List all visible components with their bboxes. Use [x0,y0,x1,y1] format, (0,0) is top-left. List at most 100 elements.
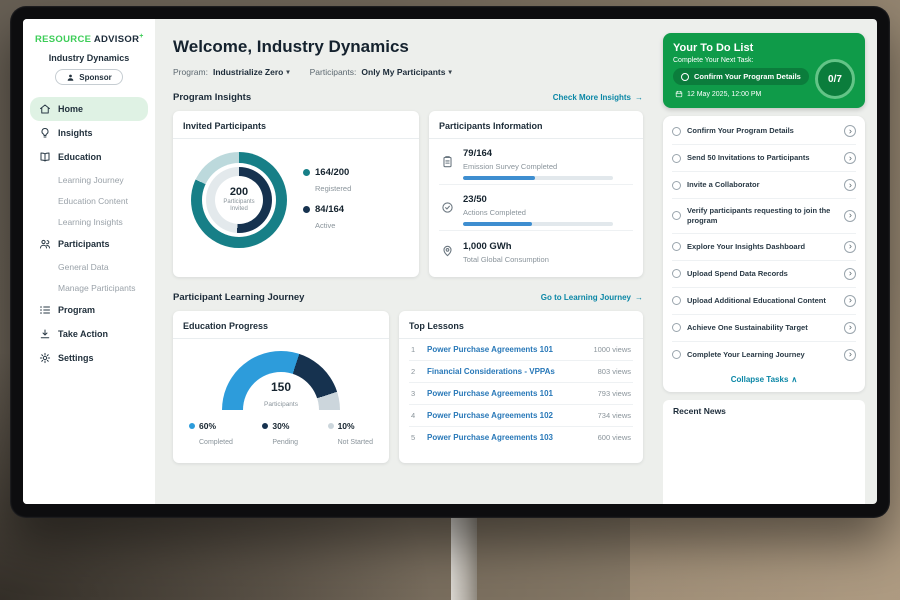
checkbox-circle-icon[interactable] [672,180,681,190]
sidebar-item-take-action[interactable]: Take Action [23,322,155,346]
sidebar-item-education-content[interactable]: Education Content [58,195,128,206]
program-filter-label: Program: [173,67,208,77]
todo-summary-card: Your To Do List Complete Your Next Task:… [663,33,865,108]
lesson-rank: 4 [411,411,416,420]
checkbox-circle-icon[interactable] [672,350,681,359]
task-row-invite-collaborator[interactable]: Invite a Collaborator [672,172,856,199]
sidebar-item-program[interactable]: Program [23,298,155,322]
task-row-explore-insights[interactable]: Explore Your Insights Dashboard [672,234,856,261]
book-icon [39,151,51,163]
legend-value: 84/164 [315,204,345,215]
lesson-row[interactable]: 5 Power Purchase Agreements 103 600 view… [409,427,633,448]
chevron-down-icon: ▾ [286,69,290,76]
task-label: Send 50 Invitations to Participants [687,153,810,163]
task-label: Verify participants requesting to join t… [687,206,831,225]
chevron-right-icon[interactable] [844,179,856,191]
chevron-right-icon[interactable] [844,152,856,164]
participants-filter-dropdown[interactable]: Only My Participants ▾ [361,67,451,77]
due-date-text: 12 May 2025, 12:00 PM [687,90,762,98]
sidebar-item-home[interactable]: Home [30,97,148,122]
legend-dot [303,169,310,176]
sidebar-item-label: Take Action [58,329,109,340]
sidebar-item-settings[interactable]: Settings [23,346,155,370]
checkbox-circle-icon[interactable] [672,153,681,163]
person-icon [66,73,75,82]
task-row-achieve-target[interactable]: Achieve One Sustainability Target [672,315,856,342]
stat-value: 1,000 GWh [463,241,512,252]
sidebar-item-learning-insights[interactable]: Learning Insights [58,216,123,227]
link-label: Go to Learning Journey [540,293,631,302]
lesson-row[interactable]: 1 Power Purchase Agreements 101 1000 vie… [409,339,633,361]
task-label: Upload Additional Educational Content [687,295,826,305]
sidebar-item-learning-journey[interactable]: Learning Journey [58,174,124,185]
legend-value: 60% [199,421,217,431]
lesson-row[interactable]: 2 Financial Considerations - VPPAs 803 v… [409,361,633,383]
lesson-title-link[interactable]: Financial Considerations - VPPAs [427,367,555,376]
task-row-upload-spend-data[interactable]: Upload Spend Data Records [672,261,856,288]
checkbox-circle-icon[interactable] [681,72,689,81]
program-filter-dropdown[interactable]: Industrialize Zero ▾ [213,67,290,77]
task-row-upload-educational-content[interactable]: Upload Additional Educational Content [672,288,856,315]
task-label: Explore Your Insights Dashboard [687,241,806,251]
chevron-right-icon[interactable] [844,294,856,307]
participants-filter-value: Only My Participants [361,67,446,77]
sidebar-item-insights[interactable]: Insights [23,121,155,145]
learning-journey-cards: Education Progress 150 Participants [173,311,643,463]
chevron-right-icon[interactable] [844,125,856,137]
lesson-row[interactable]: 4 Power Purchase Agreements 102 734 view… [409,405,633,427]
arrow-right-icon: → [635,293,643,302]
stat-label: Actions Completed [463,208,526,217]
task-label: Complete Your Learning Journey [687,349,805,359]
task-row-confirm-program[interactable]: Confirm Your Program Details [672,118,856,145]
chevron-right-icon[interactable] [844,209,856,222]
checkbox-circle-icon[interactable] [672,126,681,136]
recent-news-header: Recent News [663,399,865,504]
next-task-label: Confirm Your Program Details [694,72,801,81]
todo-title: Your To Do List [673,42,754,54]
lesson-title-link[interactable]: Power Purchase Agreements 101 [427,345,553,354]
sidebar-item-general-data[interactable]: General Data [58,261,109,272]
task-row-complete-learning-journey[interactable]: Complete Your Learning Journey [672,342,856,368]
monitor-bezel: RESOURCE ADVISOR+ Industry Dynamics Spon… [10,6,890,518]
lesson-row[interactable]: 3 Power Purchase Agreements 101 793 view… [409,383,633,405]
education-gauge: 150 Participants [222,351,340,410]
home-icon [39,103,51,115]
lesson-title-link[interactable]: Power Purchase Agreements 102 [427,411,553,420]
chevron-right-icon[interactable] [844,267,856,280]
checkbox-circle-icon[interactable] [672,323,681,332]
stat-label: Total Global Consumption [463,255,549,264]
task-row-send-invitations[interactable]: Send 50 Invitations to Participants [672,145,856,172]
legend-value: 10% [337,421,355,431]
lesson-title-link[interactable]: Power Purchase Agreements 101 [427,389,553,398]
task-row-verify-participants[interactable]: Verify participants requesting to join t… [672,199,856,234]
chevron-right-icon[interactable] [844,321,856,334]
task-label: Invite a Collaborator [687,180,760,190]
app-logo: RESOURCE ADVISOR+ [23,31,155,45]
checkbox-circle-icon[interactable] [672,296,681,305]
lesson-title-link[interactable]: Power Purchase Agreements 103 [427,433,553,442]
sidebar-item-label: Insights [58,128,93,139]
donut-center: 200 Participants Invited [215,176,263,224]
chevron-right-icon[interactable] [844,348,856,361]
check-more-insights-link[interactable]: Check More Insights → [553,93,643,102]
next-task-pill[interactable]: Confirm Your Program Details [673,68,809,85]
card-title: Education Progress [173,319,389,339]
go-to-learning-journey-link[interactable]: Go to Learning Journey → [541,293,643,302]
chevron-right-icon[interactable] [844,240,856,253]
sidebar-item-label: Program [58,305,96,316]
collapse-tasks-link[interactable]: Collapse Tasks ∧ [672,368,856,389]
checkbox-circle-icon[interactable] [672,269,681,278]
role-badge: Sponsor [55,69,123,86]
checkbox-circle-icon[interactable] [672,242,681,251]
checkbox-circle-icon[interactable] [672,211,681,221]
education-gauge-legend: 60% Completed 30% Pending [183,421,379,449]
page-title: Welcome, Industry Dynamics [173,37,409,56]
filter-bar: Program: Industrialize Zero ▾ Participan… [173,67,643,77]
program-insights-section-header: Program Insights Check More Insights → [173,92,643,103]
sidebar-item-education[interactable]: Education [23,145,155,169]
sidebar-item-manage-participants[interactable]: Manage Participants [58,282,136,293]
list-icon [39,304,51,316]
monitor-stand [451,514,477,600]
sidebar-item-participants[interactable]: Participants [23,232,155,256]
emission-survey-progress-bar [463,176,613,180]
